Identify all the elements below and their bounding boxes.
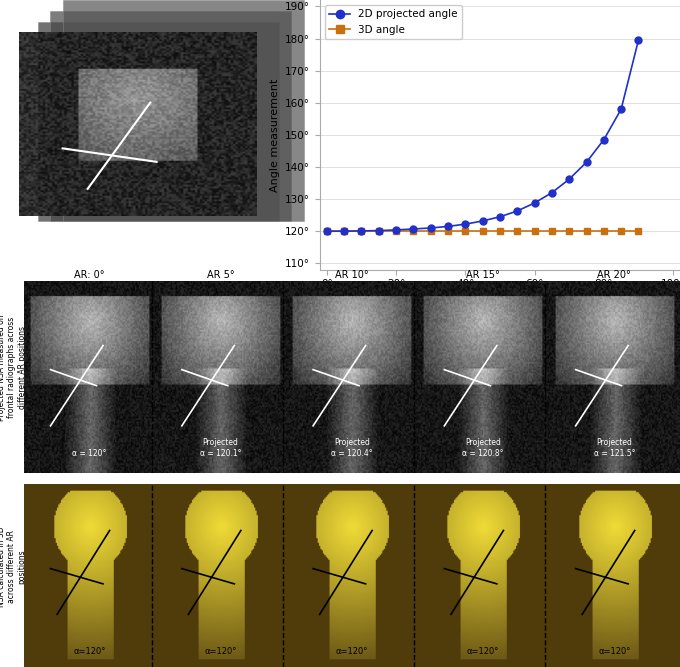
- Title: AR 10°: AR 10°: [335, 269, 369, 279]
- Text: Projected
α = 120.4°: Projected α = 120.4°: [331, 438, 373, 458]
- Title: AR 20°: AR 20°: [598, 269, 631, 279]
- Y-axis label: Angle measurement: Angle measurement: [269, 78, 279, 191]
- Text: Projected
α = 121.5°: Projected α = 121.5°: [594, 438, 635, 458]
- Polygon shape: [63, 0, 304, 221]
- Text: α = 120°: α = 120°: [72, 449, 107, 458]
- Title: AR 5°: AR 5°: [207, 269, 235, 279]
- X-axis label: Axial rotation positions: Axial rotation positions: [436, 295, 564, 305]
- Text: α=120°: α=120°: [467, 647, 499, 656]
- Text: α=120°: α=120°: [336, 647, 368, 656]
- Title: AR 15°: AR 15°: [466, 269, 500, 279]
- Text: α=120°: α=120°: [205, 647, 237, 656]
- Title: AR: 0°: AR: 0°: [74, 269, 105, 279]
- Polygon shape: [37, 21, 279, 221]
- Text: Projected NSA measured on
frontal radiographs across
different AR positions: Projected NSA measured on frontal radiog…: [0, 314, 27, 420]
- Text: NSA calculated in 3D
across different AR
positions: NSA calculated in 3D across different AR…: [0, 526, 27, 606]
- Legend: 2D projected angle, 3D angle: 2D projected angle, 3D angle: [325, 5, 462, 39]
- Polygon shape: [50, 11, 291, 221]
- Text: Projected
α = 120.1°: Projected α = 120.1°: [200, 438, 241, 458]
- Text: Projected
α = 120.8°: Projected α = 120.8°: [462, 438, 504, 458]
- Text: α=120°: α=120°: [73, 647, 105, 656]
- Text: α=120°: α=120°: [598, 647, 630, 656]
